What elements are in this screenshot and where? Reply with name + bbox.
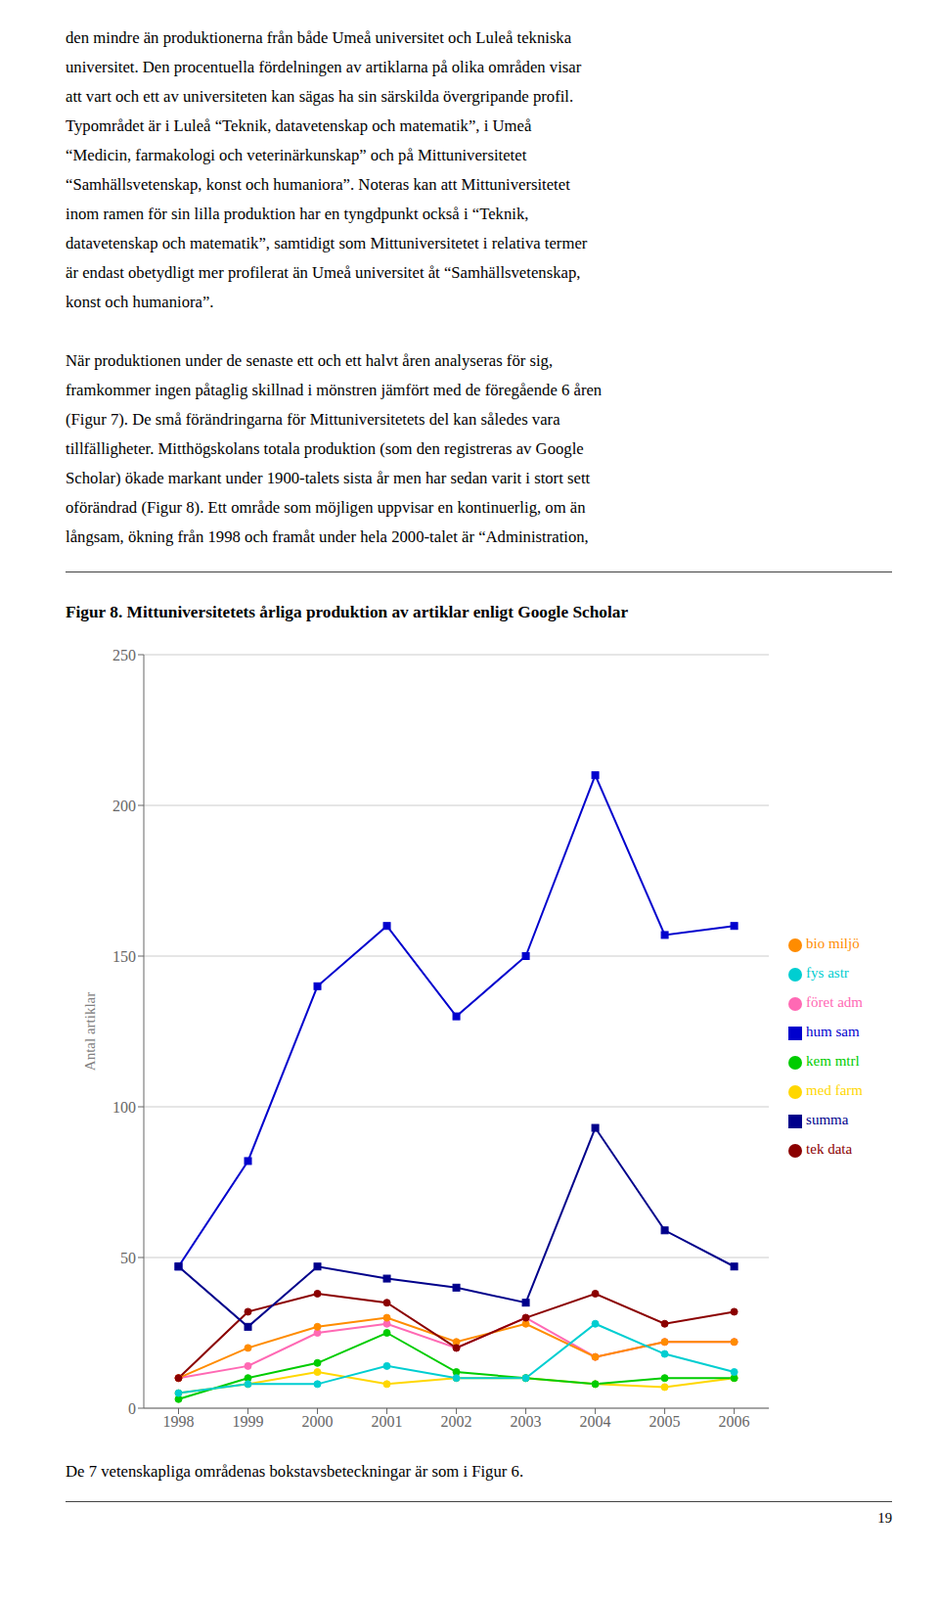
svg-text:Antal artiklar: Antal artiklar xyxy=(82,991,98,1071)
html-text:Typområdet är i Luleå “Teknik,: Typområdet är i Luleå “Teknik, dataveten… xyxy=(65,116,532,135)
svg-text:2006: 2006 xyxy=(718,1412,751,1430)
svg-text:250: 250 xyxy=(112,646,136,664)
html-text:inom ramen för sin lilla produ: inom ramen för sin lilla produktion har … xyxy=(65,204,529,224)
svg-text:2004: 2004 xyxy=(580,1412,612,1430)
html-text:universitet. Den procentuella: universitet. Den procentuella fördelning… xyxy=(65,57,582,77)
html-text:datavetenskap och matematik”,: datavetenskap och matematik”, samtidigt … xyxy=(65,233,588,253)
html-text:“Medicin, farmakologi och vete: “Medicin, farmakologi och veterinärkunsk… xyxy=(65,145,527,165)
svg-text:0: 0 xyxy=(128,1399,136,1417)
html-text:kem mtrl: kem mtrl xyxy=(806,1052,860,1069)
html-text:den mindre än produktionerna f: den mindre än produktionerna från både U… xyxy=(65,28,572,47)
svg-text:2002: 2002 xyxy=(441,1412,473,1430)
html-text:summa: summa xyxy=(806,1111,849,1127)
html-text:tek data: tek data xyxy=(806,1140,853,1157)
svg-text:100: 100 xyxy=(112,1098,136,1116)
html-text:med farm: med farm xyxy=(806,1081,863,1098)
html-text:framkommer ingen påtaglig skil: framkommer ingen påtaglig skillnad i mön… xyxy=(65,380,602,400)
svg-text:200: 200 xyxy=(112,797,136,814)
svg-text:1998: 1998 xyxy=(163,1412,195,1430)
html-text:bio miljö: bio miljö xyxy=(806,935,860,951)
svg-text:2000: 2000 xyxy=(302,1412,334,1430)
html-text:långsam, ökning från 1998 och: långsam, ökning från 1998 och framåt und… xyxy=(65,527,589,546)
html-text:är endast obetydligt mer profi: är endast obetydligt mer profilerat än U… xyxy=(65,263,581,282)
html-text:När produktionen under de sena: När produktionen under de senaste ett oc… xyxy=(65,351,553,370)
html-text:“Samhällsvetenskap, konst och: “Samhällsvetenskap, konst och humaniora”… xyxy=(65,175,571,194)
svg-text:150: 150 xyxy=(112,947,136,965)
svg-text:50: 50 xyxy=(120,1249,136,1266)
html-text:att vart och ett av universite: att vart och ett av universiteten kan sä… xyxy=(65,87,574,106)
html-text:tillfälligheter. Mitthögskolan: tillfälligheter. Mitthögskolans totala p… xyxy=(65,439,584,458)
svg-text:2005: 2005 xyxy=(649,1412,681,1430)
html-text:fys astr: fys astr xyxy=(806,964,849,981)
html-text:oförändrad (Figur 8). Ett områ: oförändrad (Figur 8). Ett område som möj… xyxy=(65,497,586,517)
html-text:hum sam: hum sam xyxy=(806,1023,860,1039)
html-text:konst och humaniora”.: konst och humaniora”. xyxy=(65,292,214,312)
svg-text:2003: 2003 xyxy=(510,1412,542,1430)
html-text:Scholar) ökade markant under 1: Scholar) ökade markant under 1900-talets… xyxy=(65,468,591,488)
svg-text:1999: 1999 xyxy=(232,1412,265,1430)
html-text:De 7 vetenskapliga områdenas b: De 7 vetenskapliga områdenas bokstavsbet… xyxy=(65,1461,524,1480)
svg-text:2001: 2001 xyxy=(371,1412,403,1430)
html-text:föret adm: föret adm xyxy=(806,993,863,1010)
html-text:Figur 8. Mittuniversitetets år: Figur 8. Mittuniversitetets årliga produ… xyxy=(65,602,629,622)
html-text:(Figur 7). De små förändringar: (Figur 7). De små förändringarna för Mit… xyxy=(65,409,561,429)
html-text:19: 19 xyxy=(877,1509,893,1525)
